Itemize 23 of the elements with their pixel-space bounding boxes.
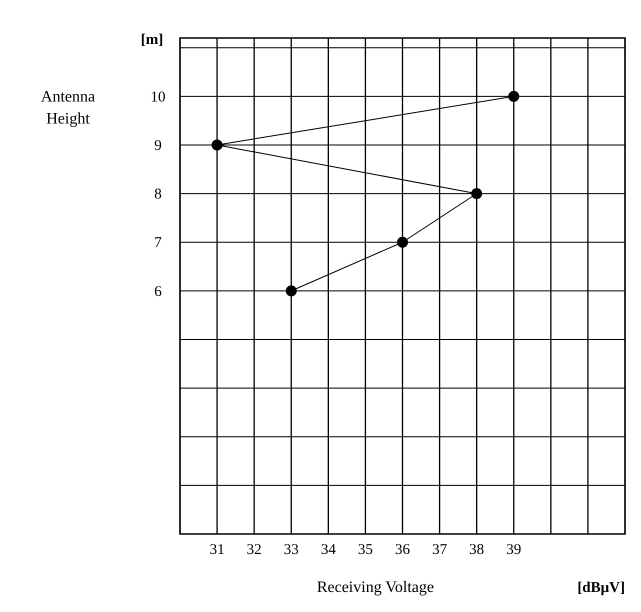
x-tick-label: 33 [284,542,299,558]
x-tick-label: 37 [432,542,448,558]
text: [m] [140,32,164,48]
x-tick-label: 31 [210,542,225,558]
y-tick-label: 6 [154,284,162,300]
y-tick-label: 10 [150,89,166,106]
point [212,139,223,150]
point [397,236,408,248]
x-tick-label: 34 [320,542,336,558]
point [508,90,520,102]
y-tick-label: 7 [154,235,162,252]
text: [dBμV] [577,580,625,596]
x-axis-title: Receiving Voltage [316,579,434,596]
y-axis-title: Antenna Height [40,88,96,128]
y-tick-label: 9 [154,138,162,154]
x-tick-label: 35 [358,542,373,558]
x-tick-label: 36 [395,542,410,558]
y-tick-label: 8 [154,186,162,203]
point [471,188,482,200]
x-tick-label: 38 [469,542,484,558]
x-tick-label: 32 [246,542,262,558]
point [286,285,297,296]
x-tick-label: 39 [506,542,522,558]
